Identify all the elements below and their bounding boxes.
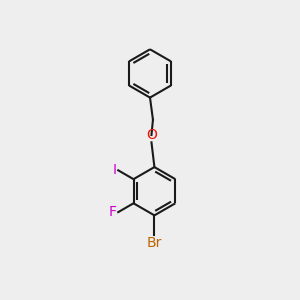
Text: I: I	[113, 163, 117, 177]
Text: Br: Br	[147, 236, 162, 250]
Text: O: O	[146, 128, 157, 142]
Text: F: F	[109, 205, 117, 219]
